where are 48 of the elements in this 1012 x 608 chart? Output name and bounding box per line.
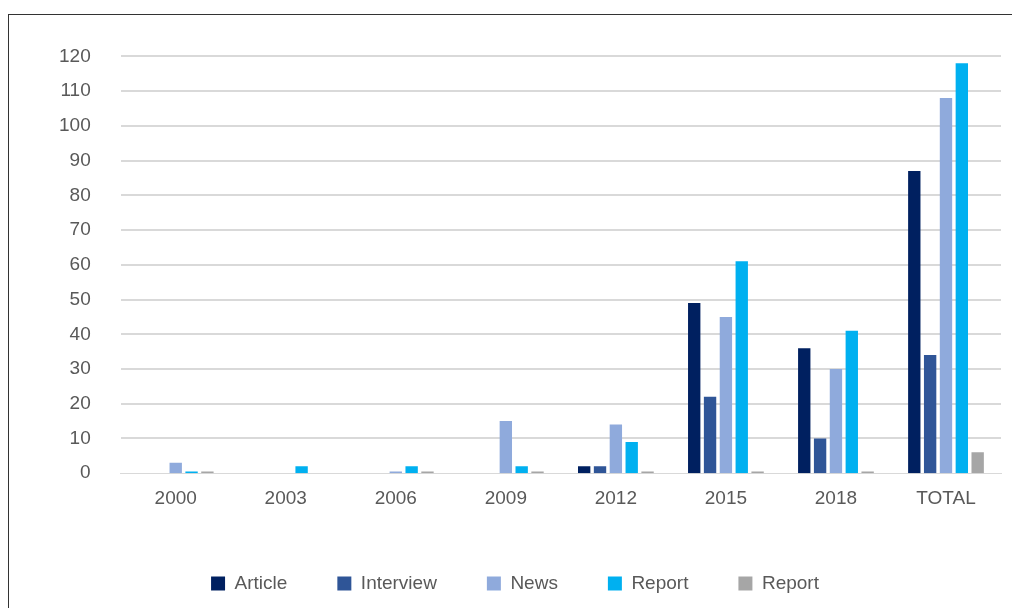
legend-label: Interview: [360, 571, 438, 593]
bar: [735, 261, 748, 474]
bar: [923, 355, 937, 474]
bar: [688, 303, 701, 474]
bar: [955, 63, 969, 474]
legend-label: Report: [631, 571, 690, 593]
bar: [971, 452, 984, 474]
bar: [908, 171, 921, 474]
y-tick-label: 110: [60, 79, 91, 101]
bar: [593, 466, 607, 474]
bar: [703, 396, 717, 474]
bar: [829, 369, 843, 474]
y-tick-label: 40: [69, 322, 91, 344]
legend-label: News: [510, 571, 558, 593]
y-tick-label: 120: [59, 44, 91, 66]
bar: [939, 98, 953, 474]
y-tick-label: 100: [59, 114, 91, 136]
x-tick-label: 2006: [374, 486, 417, 508]
bar: [499, 421, 513, 474]
x-tick-label: 2012: [594, 486, 638, 508]
bar: [798, 348, 811, 474]
x-tick-label: 2018: [814, 486, 858, 508]
bar: [625, 441, 638, 474]
y-tick-label: 90: [69, 148, 91, 170]
y-tick-label: 10: [69, 426, 91, 448]
bar: [845, 330, 858, 474]
y-tick-label: 70: [69, 218, 91, 240]
x-tick-label: 2009: [484, 486, 527, 508]
bar: [515, 466, 528, 474]
bar: [578, 466, 591, 474]
x-tick-label: 2015: [704, 486, 748, 508]
x-tick-label: TOTAL: [916, 486, 976, 508]
legend-label: Report: [761, 571, 820, 593]
y-tick-label: 60: [69, 253, 91, 275]
y-tick-label: 0: [80, 461, 91, 483]
legend-label: Article: [234, 571, 288, 593]
y-tick-label: 50: [69, 287, 91, 309]
y-tick-label: 30: [69, 357, 91, 379]
y-tick-label: 20: [69, 391, 91, 413]
bar: [405, 466, 418, 474]
bar: [813, 438, 827, 474]
bar: [169, 462, 182, 474]
y-tick-label: 80: [69, 183, 91, 205]
bar: [719, 316, 733, 474]
x-tick-label: 2000: [154, 486, 197, 508]
bar: [295, 466, 308, 474]
x-tick-label: 2003: [264, 486, 307, 508]
bar: [609, 424, 623, 474]
